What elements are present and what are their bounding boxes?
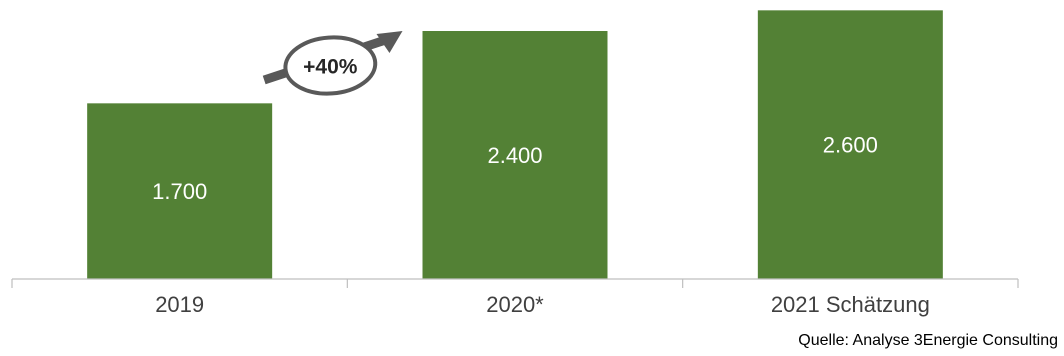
bars-group: 1.700 2.400 2.600: [87, 10, 943, 279]
x-tick-label-0: 2019: [155, 292, 204, 317]
x-tick-label-1: 2020*: [486, 292, 544, 317]
growth-arrow-head: [376, 31, 403, 53]
x-axis: 2019 2020* 2021 Schätzung: [11, 278, 1019, 317]
bar-0: [87, 103, 273, 279]
bar-value-label-0: 1.700: [152, 179, 207, 204]
growth-ellipse: [283, 35, 378, 96]
x-tick-label-2: 2021 Schätzung: [771, 292, 930, 317]
bar-value-label-1: 2.400: [487, 143, 542, 168]
bar-2: [757, 10, 943, 279]
source-note: Quelle: Analyse 3Energie Consulting: [798, 332, 1058, 349]
bar-value-label-2: 2.600: [823, 133, 878, 158]
growth-label: +40%: [303, 56, 358, 79]
growth-annotation: +40%: [262, 31, 403, 96]
bar-1: [422, 31, 608, 279]
